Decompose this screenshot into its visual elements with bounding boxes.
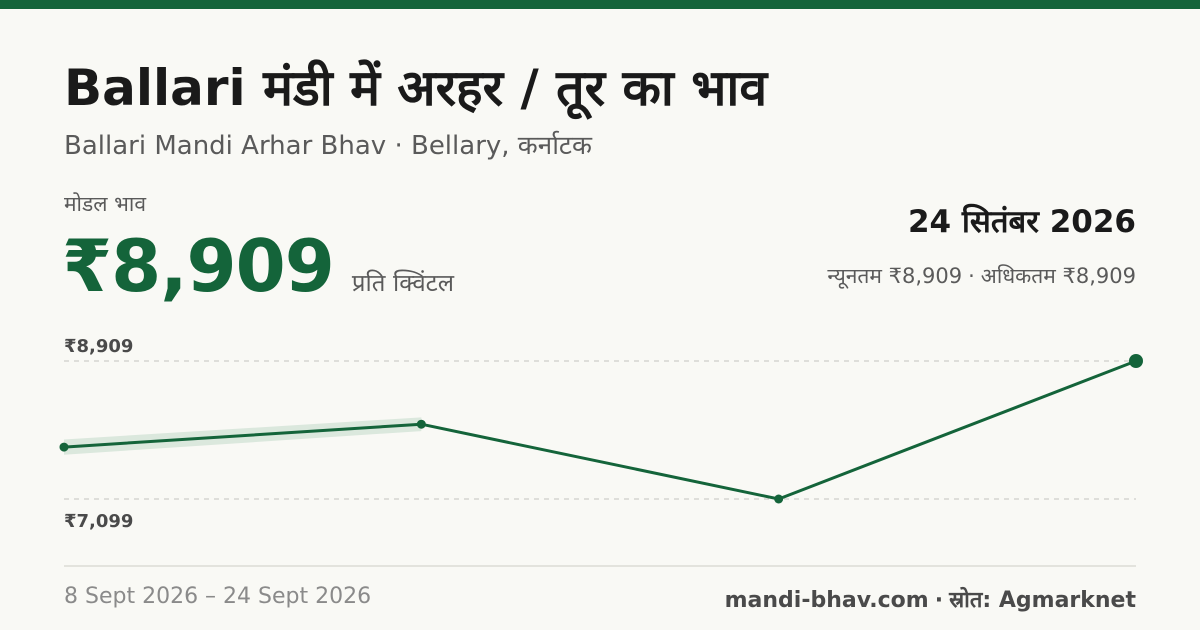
footer-credit: mandi-bhav.com · स्रोत: Agmarknet	[725, 584, 1136, 614]
price-row: ₹8,909 प्रति क्विंटल	[62, 224, 454, 308]
price-date: 24 सितंबर 2026	[907, 204, 1136, 240]
page-title: Ballari मंडी में अरहर / तूर का भाव	[64, 59, 768, 117]
price-range: न्यूनतम ₹8,909 · अधिकतम ₹8,909	[827, 262, 1136, 290]
footer-separator: ·	[934, 588, 944, 613]
range-separator: ·	[968, 264, 975, 288]
footer-divider	[64, 565, 1136, 567]
data-point	[416, 419, 426, 429]
price-value: ₹8,909	[62, 224, 335, 308]
price-unit: प्रति क्विंटल	[351, 269, 455, 297]
price-label: मोडल भाव	[64, 192, 147, 216]
site-name: mandi-bhav.com	[724, 588, 929, 613]
series-line	[62, 359, 1138, 501]
min-price: न्यूनतम ₹8,909	[827, 264, 963, 288]
top-accent-bar	[0, 0, 1200, 9]
date-period: 8 Sept 2026 – 24 Sept 2026	[64, 584, 372, 609]
data-point	[774, 494, 784, 504]
page-subtitle: Ballari Mandi Arhar Bhav · Bellary, कर्न…	[64, 131, 592, 161]
latest-data-point	[1129, 354, 1143, 368]
y-tick-label-min: ₹7,099	[64, 511, 133, 532]
y-tick-label-max: ₹8,909	[64, 336, 133, 357]
max-price: अधिकतम ₹8,909	[980, 264, 1136, 288]
data-source: स्रोत: Agmarknet	[949, 588, 1136, 613]
data-point	[59, 442, 69, 452]
